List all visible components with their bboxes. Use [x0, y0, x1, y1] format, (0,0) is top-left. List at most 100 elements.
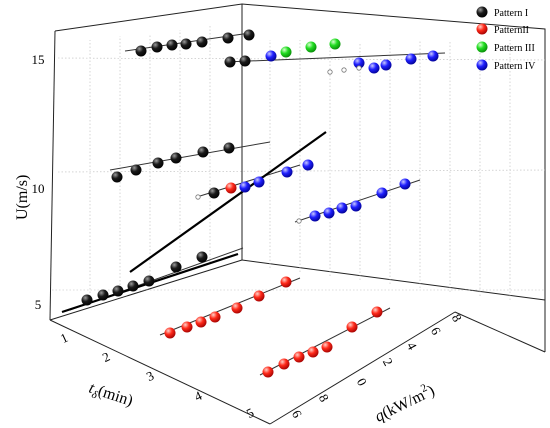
- floor-front-right-edge: [454, 311, 546, 353]
- hollow-point-4: [296, 218, 302, 224]
- point-pattern-iv-5: [427, 50, 439, 62]
- q-tick-label: 0: [354, 375, 370, 388]
- point-pattern-iv-4: [405, 53, 417, 65]
- point-pattern-iv-15: [239, 181, 251, 193]
- point-patternii-5: [253, 290, 265, 302]
- point-pattern-iv-13: [376, 187, 388, 199]
- point-pattern-i-6: [196, 251, 208, 263]
- legend-entry-pattern-iii: Pattern III: [476, 41, 535, 54]
- t-label-unit: (min): [96, 383, 135, 410]
- left-axis-line: [49, 30, 56, 321]
- x-tick-label: 5: [244, 405, 256, 421]
- q-axis-line: [269, 311, 456, 425]
- legend-label-pattern-ii: PatternII: [494, 25, 529, 36]
- hollow-point-1: [341, 67, 347, 73]
- point-pattern-i-18: [196, 36, 208, 48]
- legend-label-pattern-i: Pattern I: [494, 8, 528, 19]
- point-pattern-i-15: [151, 41, 163, 53]
- point-pattern-iii-0: [280, 46, 292, 58]
- q-tick-label: 2: [380, 355, 396, 368]
- q-label-sup: 2: [419, 382, 429, 395]
- hollow-point-0: [327, 69, 333, 75]
- point-pattern-iv-12: [350, 200, 362, 212]
- point-patternii-14: [225, 182, 237, 194]
- point-pattern-iv-8: [302, 159, 314, 171]
- legend-label-pattern-iv: Pattern IV: [494, 61, 536, 72]
- point-pattern-iv-0: [265, 50, 277, 62]
- q-axis-label: q(kW/m2): [371, 379, 437, 425]
- point-patternii-11: [321, 341, 333, 353]
- legend-marker-pattern-iv: [476, 59, 488, 71]
- legend-entry-pattern-i: Pattern I: [476, 6, 528, 19]
- point-patternii-2: [195, 316, 207, 328]
- point-pattern-iii-1: [305, 41, 317, 53]
- point-pattern-i-9: [152, 157, 164, 169]
- point-pattern-iii-2: [329, 38, 341, 50]
- point-patternii-7: [262, 366, 274, 378]
- point-pattern-i-20: [243, 29, 255, 41]
- point-pattern-i-1: [97, 289, 109, 301]
- legend-entry-pattern-iv: Pattern IV: [476, 59, 536, 72]
- y-tick-label: 10: [32, 181, 45, 196]
- legend-marker-pattern-iii: [476, 41, 488, 53]
- floor-back-left-edge: [49, 259, 243, 321]
- point-patternii-10: [307, 346, 319, 358]
- point-pattern-i-14: [135, 45, 147, 57]
- point-pattern-i-8: [130, 164, 142, 176]
- point-patternii-13: [371, 306, 383, 318]
- legend-label-pattern-iii: Pattern III: [494, 43, 535, 54]
- point-pattern-iv-10: [323, 207, 335, 219]
- trend-lines: [69, 32, 446, 376]
- point-pattern-iv-6: [253, 176, 265, 188]
- point-pattern-i-22: [239, 55, 251, 67]
- point-patternii-12: [346, 321, 358, 333]
- q-tick-label: 8: [449, 311, 465, 324]
- point-pattern-i-5: [170, 261, 182, 273]
- point-pattern-iv-2: [368, 62, 380, 74]
- x-tick-label: 3: [144, 368, 156, 384]
- point-patternii-3: [209, 311, 221, 323]
- point-patternii-0: [164, 327, 176, 339]
- t-label-sub: δ: [90, 389, 99, 402]
- point-pattern-iv-1: [353, 57, 365, 69]
- data-marks: [81, 29, 439, 378]
- x-tick-label: 4: [192, 388, 205, 405]
- y-axis-label: U(m/s): [14, 175, 31, 220]
- point-pattern-i-11: [197, 146, 209, 158]
- point-patternii-6: [280, 276, 292, 288]
- point-pattern-i-17: [180, 38, 192, 50]
- x-tick-label: 2: [100, 349, 112, 365]
- legend: Pattern I PatternII Pattern III Pattern …: [476, 6, 536, 72]
- t-label-main: t: [87, 380, 97, 398]
- point-pattern-i-2: [112, 285, 124, 297]
- point-pattern-i-19: [222, 32, 234, 44]
- t-axis-line: [49, 319, 271, 425]
- point-pattern-iv-11: [336, 202, 348, 214]
- x-tick-label: 1: [58, 330, 70, 346]
- hollow-point-2: [356, 65, 362, 71]
- point-pattern-i-7: [111, 171, 123, 183]
- legend-marker-pattern-ii: [476, 23, 488, 35]
- back-frame: [54, 3, 546, 352]
- q-tick-label: 8: [316, 391, 332, 404]
- y-tick-label: 15: [32, 52, 45, 67]
- point-patternii-8: [278, 358, 290, 370]
- grid-lines: [52, 26, 546, 300]
- point-pattern-i-21: [224, 56, 236, 68]
- t-axis-label: tδ(min): [86, 380, 135, 413]
- point-patternii-4: [231, 302, 243, 314]
- legend-marker-pattern-i: [476, 6, 488, 18]
- point-pattern-i-0: [81, 294, 93, 306]
- point-pattern-i-4: [143, 275, 155, 287]
- point-pattern-i-3: [127, 280, 139, 292]
- point-pattern-i-12: [223, 142, 235, 154]
- point-patternii-1: [181, 321, 193, 333]
- hollow-point-3: [195, 194, 201, 200]
- point-pattern-i-13: [208, 187, 220, 199]
- point-pattern-iv-14: [399, 178, 411, 190]
- q-tick-label: 6: [289, 407, 306, 420]
- point-pattern-i-10: [170, 152, 182, 164]
- point-pattern-iv-9: [309, 210, 321, 222]
